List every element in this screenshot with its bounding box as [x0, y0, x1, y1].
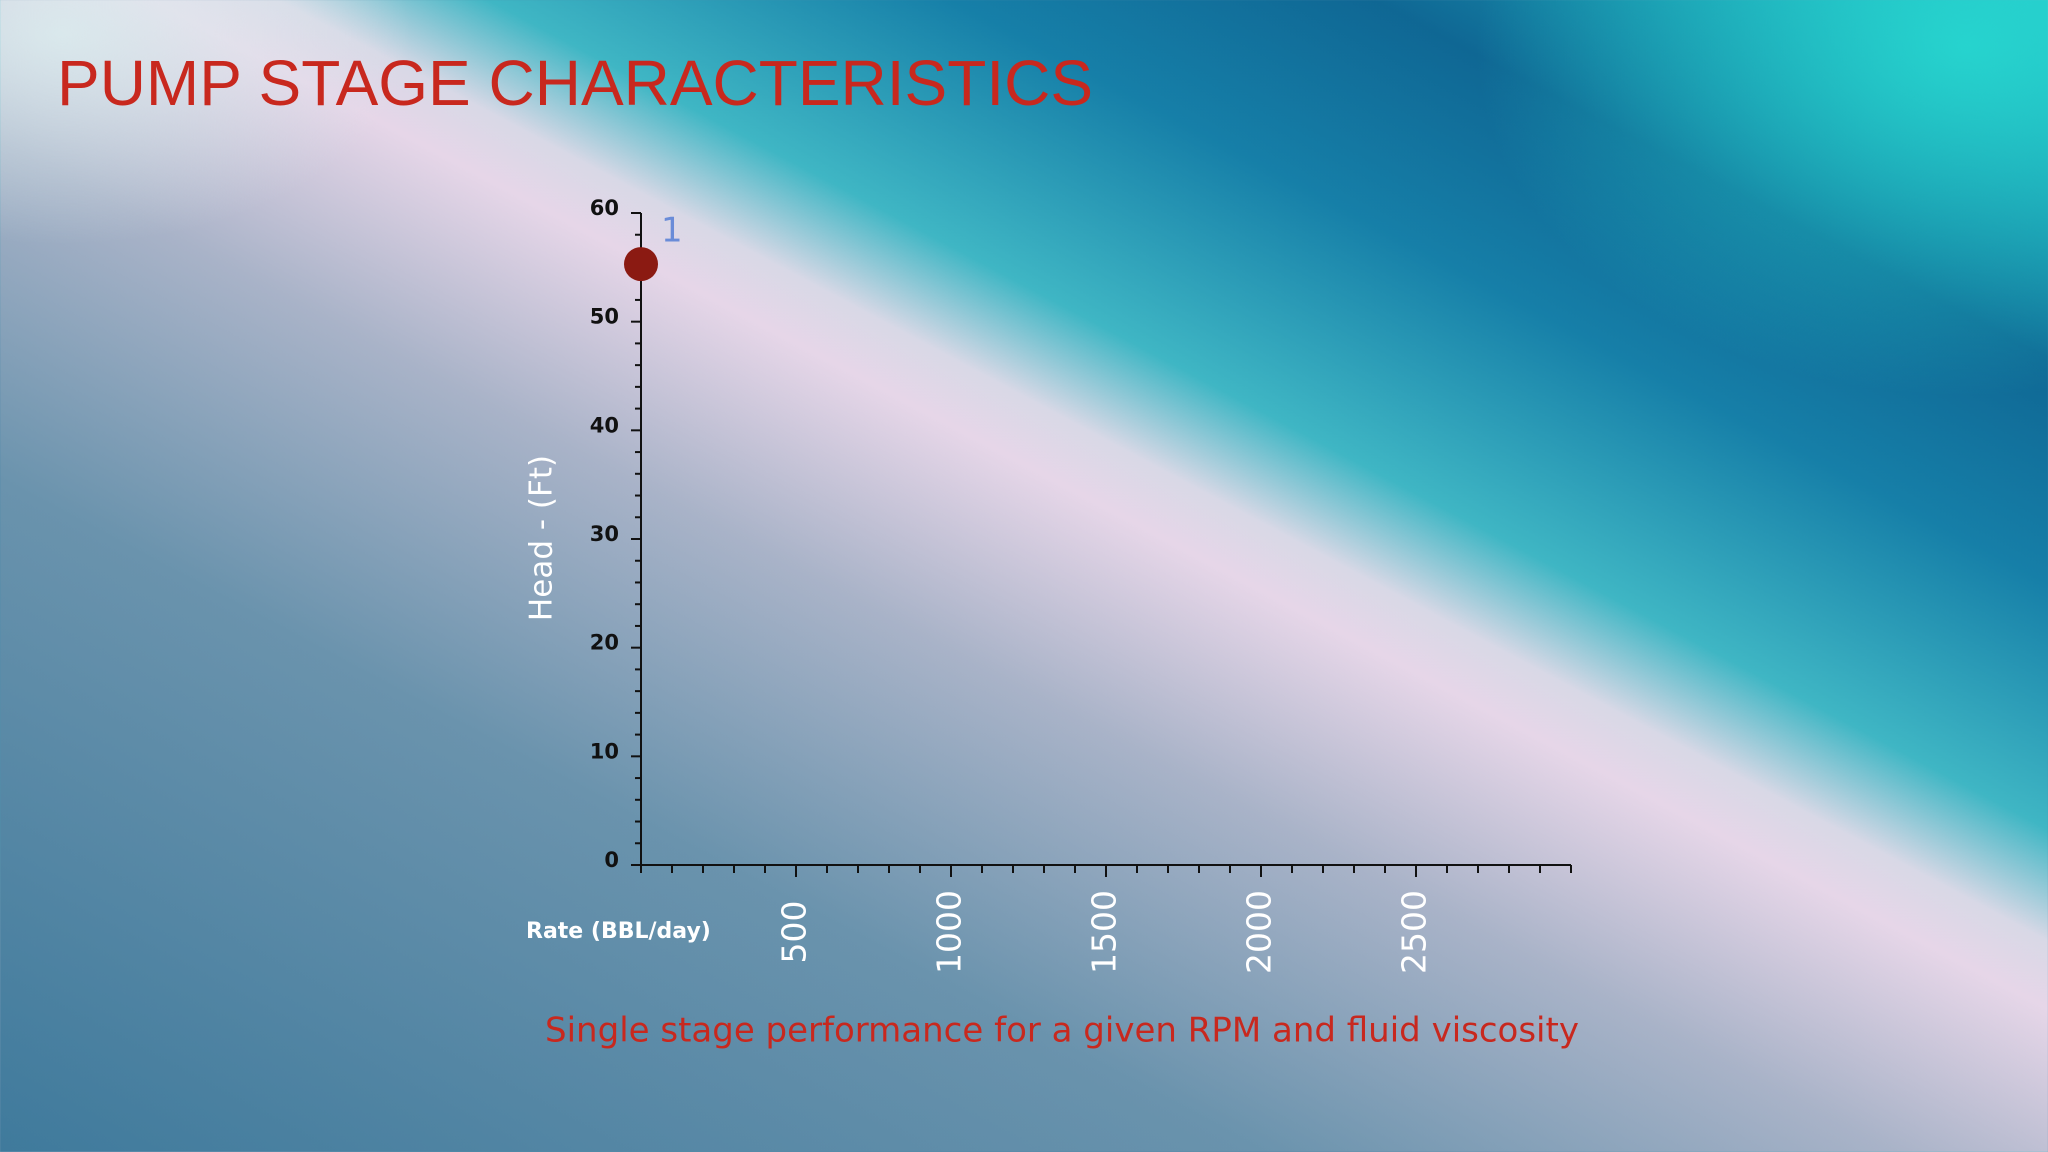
y-tick-label: 50	[590, 305, 619, 329]
data-point	[624, 247, 658, 282]
x-axis-label: Rate (BBL/day)	[526, 919, 711, 944]
y-tick-label: 0	[604, 848, 619, 872]
y-tick-label: 40	[590, 413, 619, 437]
x-tick-label: 1500	[1085, 890, 1124, 974]
y-tick-label: 20	[590, 631, 619, 655]
x-tick-label: 1000	[930, 890, 969, 974]
y-axis-label: Head - (Ft)	[524, 455, 560, 621]
y-tick-label: 30	[590, 522, 619, 546]
chart-subtitle: Single stage performance for a given RPM…	[545, 1011, 1579, 1051]
x-tick-label: 500	[775, 901, 814, 964]
x-tick-label: 2500	[1395, 890, 1434, 974]
x-tick-label: 2000	[1240, 890, 1279, 974]
chart-title: PUMP STAGE CHARACTERISTICS	[57, 47, 1093, 119]
y-tick-label: 10	[590, 739, 619, 763]
annotation: 1	[661, 211, 683, 251]
y-tick-label: 60	[590, 196, 619, 220]
